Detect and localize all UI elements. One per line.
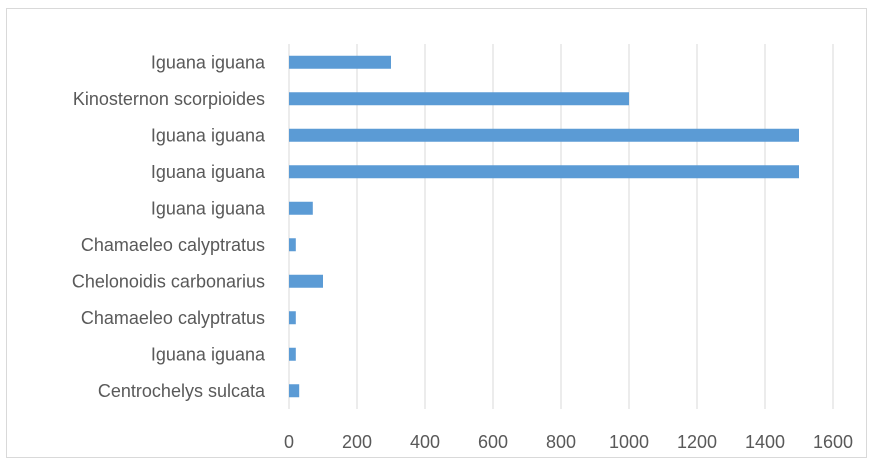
bar xyxy=(289,201,313,215)
category-label: Chamaeleo calyptratus xyxy=(81,308,265,328)
category-label: Kinosternon scorpioides xyxy=(73,89,265,109)
bar-chart: Iguana iguana Kinosternon scorpioides Igua… xyxy=(72,44,853,452)
x-tick-label: 1200 xyxy=(677,432,717,452)
x-tick-label: 1600 xyxy=(813,432,853,452)
x-tick-labels: 0 200 400 600 800 1000 1200 1400 1600 xyxy=(284,432,853,452)
category-label: Iguana iguana xyxy=(151,162,266,182)
category-label: Centrochelys sulcata xyxy=(98,381,266,401)
category-label: Iguana iguana xyxy=(151,52,266,72)
x-tick-label: 600 xyxy=(478,432,508,452)
category-label: Iguana iguana xyxy=(151,198,266,218)
bar xyxy=(289,92,629,106)
category-label: Iguana iguana xyxy=(151,125,266,145)
category-label: Chamaeleo calyptratus xyxy=(81,235,265,255)
chart-frame: Iguana iguana Kinosternon scorpioides Igua… xyxy=(6,8,867,458)
category-label: Chelonoidis carbonarius xyxy=(72,271,265,291)
x-tick-label: 1000 xyxy=(609,432,649,452)
x-tick-label: 800 xyxy=(546,432,576,452)
bar xyxy=(289,55,391,69)
bar xyxy=(289,238,296,252)
bar xyxy=(289,165,799,179)
bar xyxy=(289,384,300,398)
bars xyxy=(289,55,799,398)
x-tick-label: 400 xyxy=(410,432,440,452)
x-tick-label: 0 xyxy=(284,432,294,452)
category-label: Iguana iguana xyxy=(151,344,266,364)
bar xyxy=(289,347,296,361)
category-labels: Iguana iguana Kinosternon scorpioides Igua… xyxy=(72,52,266,401)
bar xyxy=(289,274,323,288)
bar xyxy=(289,128,799,142)
x-tick-label: 1400 xyxy=(745,432,785,452)
bar xyxy=(289,311,296,325)
x-tick-label: 200 xyxy=(342,432,372,452)
